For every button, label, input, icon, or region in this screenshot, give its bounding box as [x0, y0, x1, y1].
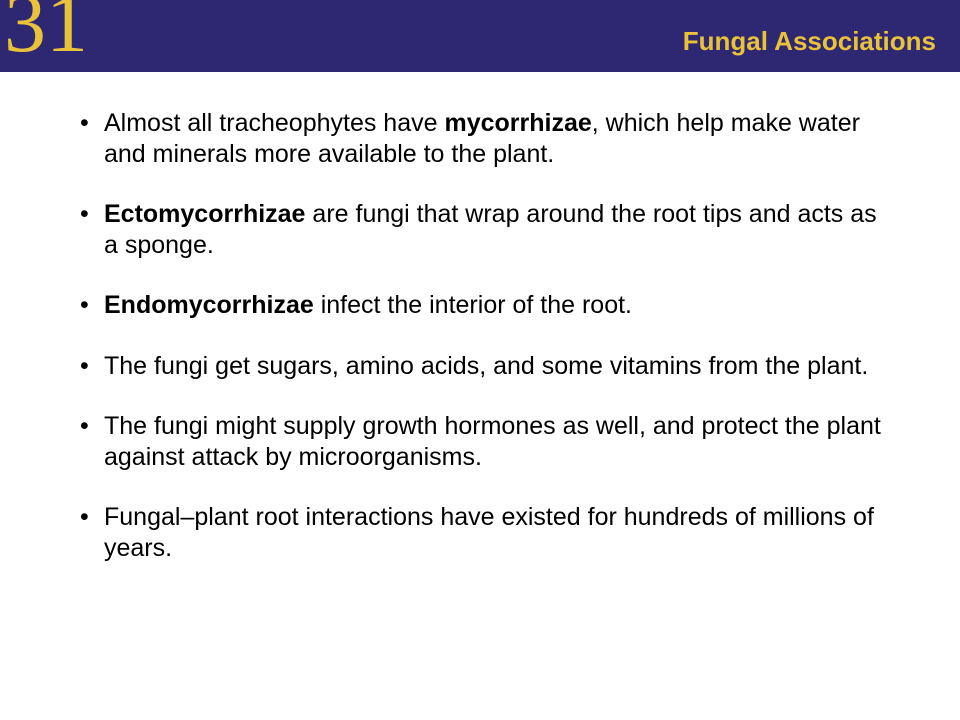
bullet-bold: Ectomycorrhizae	[104, 200, 305, 228]
bullet-pre: The fungi might supply growth hormones a…	[104, 412, 881, 471]
bullet-pre: The fungi get sugars, amino acids, and s…	[104, 352, 868, 380]
list-item: Fungal–plant root interactions have exis…	[80, 502, 890, 563]
bullet-pre: Almost all tracheophytes have	[104, 109, 444, 137]
slide-content: Almost all tracheophytes have mycorrhiza…	[0, 72, 960, 563]
list-item: Almost all tracheophytes have mycorrhiza…	[80, 108, 890, 169]
list-item: Ectomycorrhizae are fungi that wrap arou…	[80, 199, 890, 260]
list-item: The fungi might supply growth hormones a…	[80, 411, 890, 472]
bullet-post: infect the interior of the root.	[314, 291, 632, 319]
list-item: The fungi get sugars, amino acids, and s…	[80, 351, 890, 382]
bullet-bold: mycorrhizae	[444, 109, 591, 137]
slide-title: Fungal Associations	[683, 26, 936, 57]
chapter-number: 31	[4, 0, 88, 66]
header-bar: 31 Fungal Associations	[0, 0, 960, 72]
bullet-list: Almost all tracheophytes have mycorrhiza…	[80, 108, 890, 563]
bullet-pre: Fungal–plant root interactions have exis…	[104, 503, 874, 562]
list-item: Endomycorrhizae infect the interior of t…	[80, 290, 890, 321]
bullet-bold: Endomycorrhizae	[104, 291, 314, 319]
